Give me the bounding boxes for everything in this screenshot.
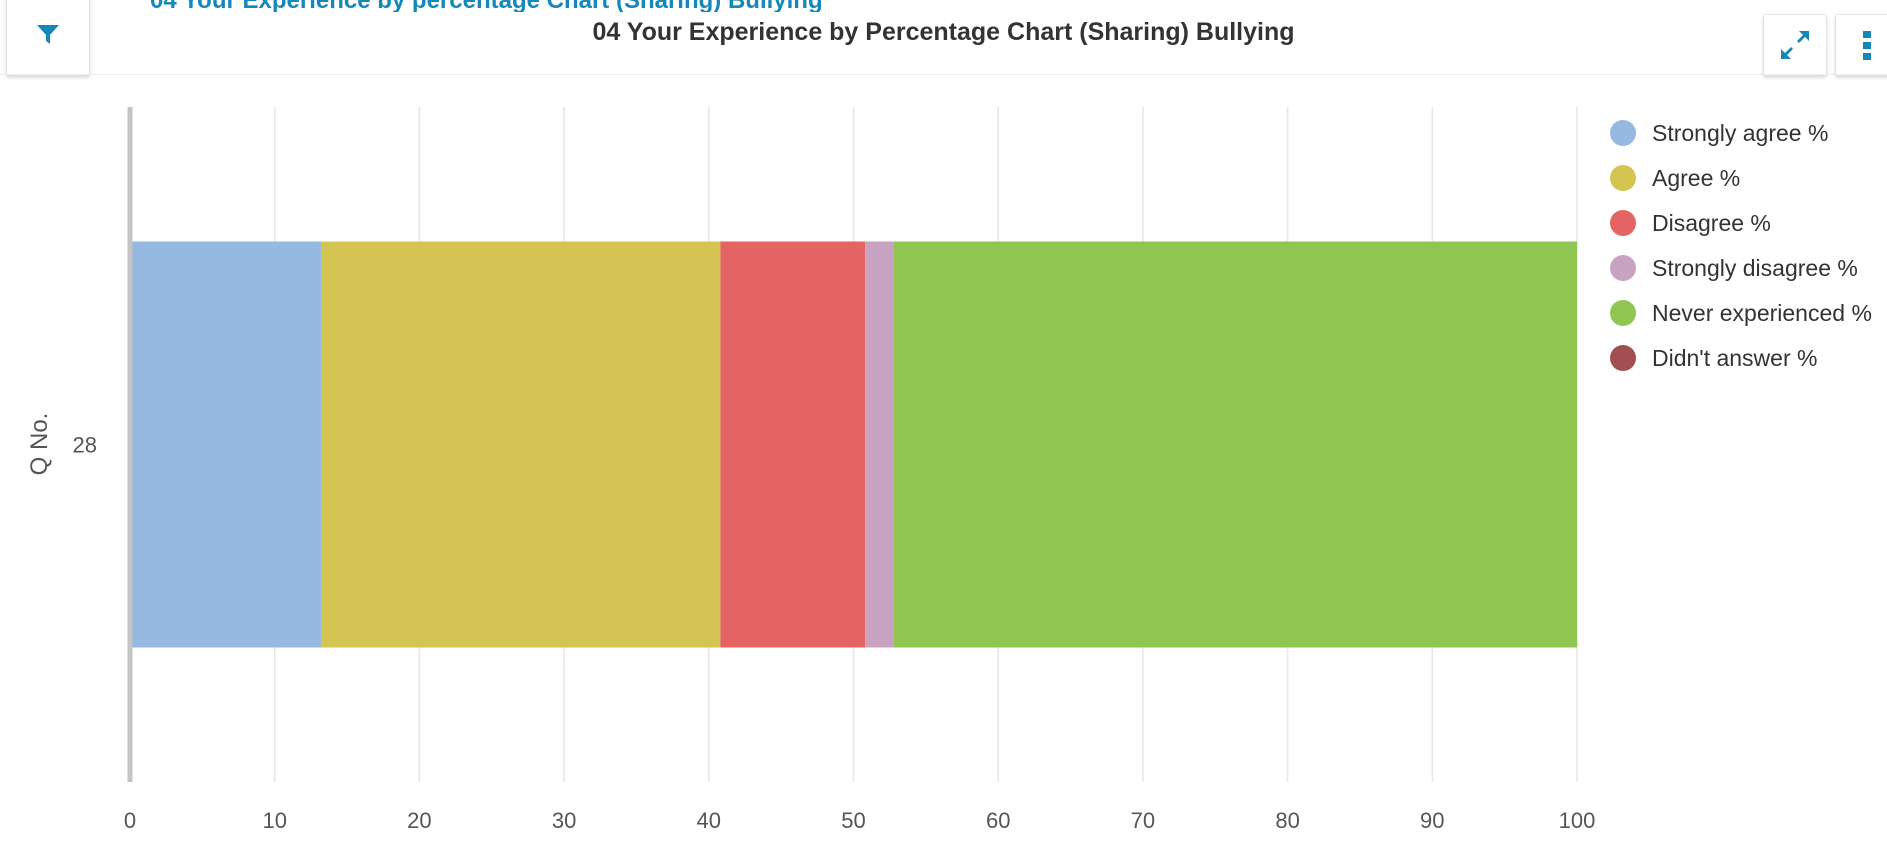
- x-tick-label: 20: [407, 808, 431, 833]
- x-tick-label: 80: [1275, 808, 1299, 833]
- legend: Strongly agree % Agree % Disagree % Strongl…: [1610, 120, 1872, 371]
- legend-label[interactable]: Disagree %: [1652, 210, 1771, 236]
- x-tick-label: 100: [1559, 808, 1596, 833]
- x-tick-label: 50: [841, 808, 865, 833]
- x-tick-label: 40: [697, 808, 721, 833]
- bar-segment[interactable]: [130, 241, 322, 648]
- legend-marker[interactable]: [1610, 345, 1636, 371]
- legend-label[interactable]: Never experienced %: [1652, 300, 1872, 326]
- x-tick-label: 30: [552, 808, 576, 833]
- bar-segments: [130, 241, 1577, 648]
- bar-segment[interactable]: [865, 241, 895, 648]
- legend-marker[interactable]: [1610, 165, 1636, 191]
- expand-button[interactable]: [1763, 14, 1827, 76]
- x-tick-label: 0: [124, 808, 136, 833]
- more-options-button[interactable]: [1835, 14, 1887, 76]
- bar-segment[interactable]: [720, 241, 866, 648]
- bar-segment[interactable]: [321, 241, 721, 648]
- filter-icon: [37, 25, 59, 44]
- x-tick-label: 70: [1131, 808, 1155, 833]
- legend-marker[interactable]: [1610, 120, 1636, 146]
- x-tick-labels: 0 10 20 30 40 50 60 70 80 90 100: [124, 808, 1595, 833]
- partial-heading-text: 04 Your Experience by percentage Chart (…: [150, 0, 823, 12]
- legend-label[interactable]: Didn't answer %: [1652, 345, 1817, 371]
- x-tick-label: 90: [1420, 808, 1444, 833]
- y-axis-title: Q No.: [26, 413, 53, 476]
- x-tick-label: 10: [262, 808, 286, 833]
- partial-heading: 04 Your Experience by percentage Chart (…: [0, 0, 1887, 12]
- y-tick-label: 28: [73, 433, 97, 458]
- filter-button[interactable]: [6, 0, 90, 76]
- bar-segment[interactable]: [894, 241, 1577, 648]
- y-tick-labels: 28: [73, 433, 97, 458]
- legend-marker[interactable]: [1610, 300, 1636, 326]
- x-tick-label: 60: [986, 808, 1010, 833]
- more-vertical-icon: [1863, 31, 1871, 60]
- legend-label[interactable]: Agree %: [1652, 165, 1740, 191]
- legend-marker[interactable]: [1610, 255, 1636, 281]
- expand-icon: [1781, 31, 1809, 59]
- legend-marker[interactable]: [1610, 210, 1636, 236]
- legend-label[interactable]: Strongly disagree %: [1652, 255, 1858, 281]
- chart-title: 04 Your Experience by Percentage Chart (…: [592, 18, 1295, 46]
- header-divider: [0, 74, 1887, 75]
- legend-label[interactable]: Strongly agree %: [1652, 120, 1828, 146]
